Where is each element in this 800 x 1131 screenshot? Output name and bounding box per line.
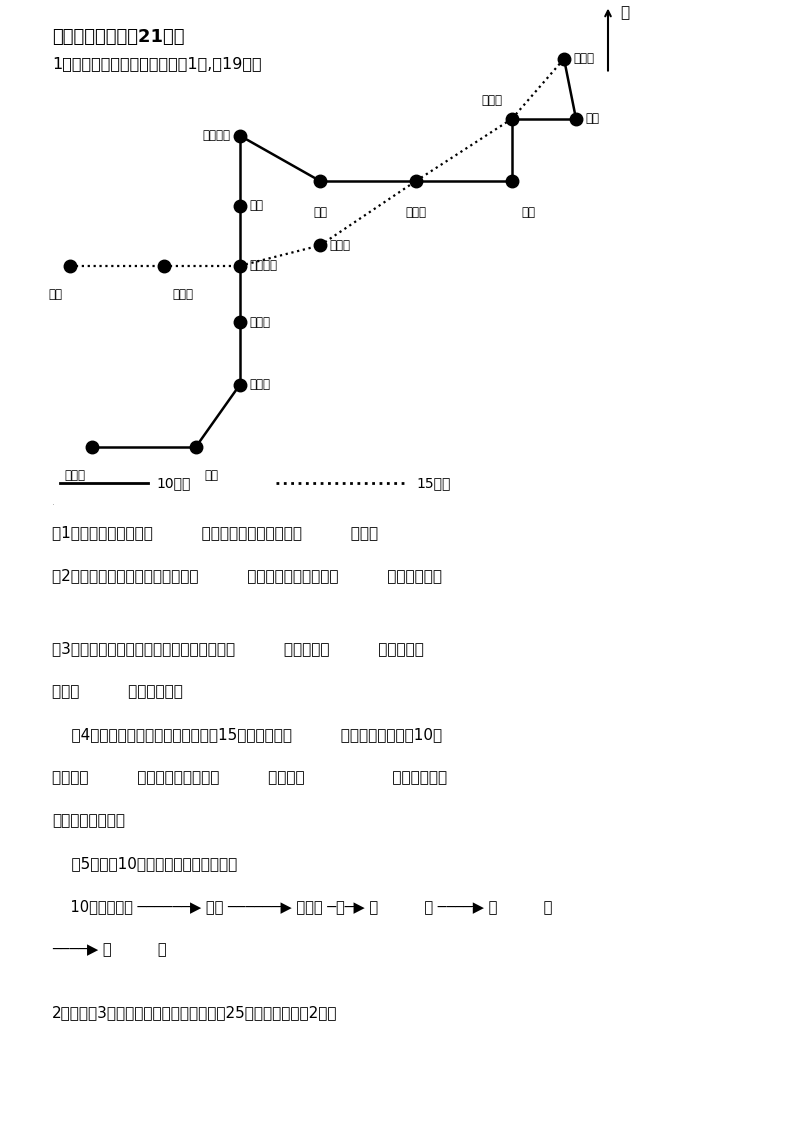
Text: 北: 北 (620, 6, 629, 20)
Text: （1）邮局在文化宫的（          ）面，体育场在一中的（          ）面。: （1）邮局在文化宫的（ ）面，体育场在一中的（ ）面。 (52, 525, 378, 539)
Text: ）面到人民广场。: ）面到人民广场。 (52, 813, 125, 828)
Text: 邮局: 邮局 (204, 469, 218, 482)
Text: 15路车: 15路车 (416, 476, 450, 490)
Text: 1、写出下面的行车路线（每空1分,共19分）: 1、写出下面的行车路线（每空1分,共19分） (52, 57, 262, 71)
Text: （4）从中山路到人民广场，可以乘15路车直接向（          ）面走；也可以乘10路: （4）从中山路到人民广场，可以乘15路车直接向（ ）面走；也可以乘10路 (52, 727, 442, 742)
Text: 人民广场: 人民广场 (250, 259, 278, 273)
Text: 文化宫: 文化宫 (250, 316, 270, 329)
Text: ────▶ （          ）: ────▶ （ ） (52, 942, 166, 957)
Text: 再向（          ）到汽车站。: 再向（ ）到汽车站。 (52, 684, 183, 699)
Text: 市政府: 市政府 (482, 95, 502, 107)
Text: （2）小名从西门到图书馆，先向（          ）到人民广场，再向（          ）到图书馆。: （2）小名从西门到图书馆，先向（ ）到人民广场，再向（ ）到图书馆。 (52, 568, 442, 582)
Text: 五、观察操作题（21分）: 五、观察操作题（21分） (52, 28, 185, 46)
Text: .: . (52, 497, 55, 507)
Text: 图书馆: 图书馆 (330, 239, 350, 252)
Text: 汽车站: 汽车站 (65, 469, 86, 482)
Text: 银行: 银行 (250, 199, 264, 213)
Text: （3）小红从世纪广场到汽车站，先向南到（          ），再向（          ）到邮局，: （3）小红从世纪广场到汽车站，先向南到（ ），再向（ ）到邮局， (52, 641, 424, 656)
Text: 药店: 药店 (313, 206, 327, 218)
Text: 中山路: 中山路 (406, 206, 426, 218)
Text: 一中: 一中 (586, 112, 600, 126)
Text: 五星桥: 五星桥 (250, 378, 270, 391)
Text: 体育场: 体育场 (574, 52, 594, 66)
Text: 动物园: 动物园 (172, 288, 193, 301)
Text: 东门: 东门 (522, 206, 536, 218)
Text: 10路：汽车站 ──────▶ 邮局 ──────▶ 文化宫 ─北─▶ （          ） ────▶ （          ）: 10路：汽车站 ──────▶ 邮局 ──────▶ 文化宫 ─北─▶ （ ） … (52, 899, 552, 914)
Text: 西门: 西门 (48, 288, 62, 301)
Text: 10路车: 10路车 (156, 476, 190, 490)
Text: （5）写出10路车的行驶路线和方向。: （5）写出10路车的行驶路线和方向。 (52, 856, 238, 871)
Text: 2、画一条3厘米的线段，再画一条比它长25毫米的线段。（2分）: 2、画一条3厘米的线段，再画一条比它长25毫米的线段。（2分） (52, 1005, 338, 1020)
Text: 世纪广场: 世纪广场 (202, 129, 230, 143)
Text: 车先向（          ）面到药店，再向（          ）面到（                  ），最后向（: 车先向（ ）面到药店，再向（ ）面到（ ），最后向（ (52, 770, 447, 785)
